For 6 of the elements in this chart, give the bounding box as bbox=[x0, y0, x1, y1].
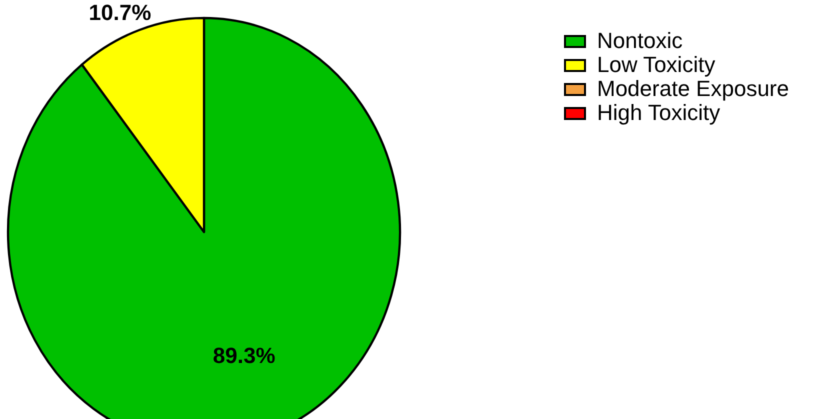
legend-label: Nontoxic bbox=[597, 28, 683, 53]
legend-label: Low Toxicity bbox=[597, 52, 716, 77]
data-label: 89.3% bbox=[212, 343, 276, 368]
legend-label: Moderate Exposure bbox=[597, 76, 789, 101]
data-label: 10.7% bbox=[88, 0, 152, 25]
legend-label: High Toxicity bbox=[597, 100, 720, 125]
